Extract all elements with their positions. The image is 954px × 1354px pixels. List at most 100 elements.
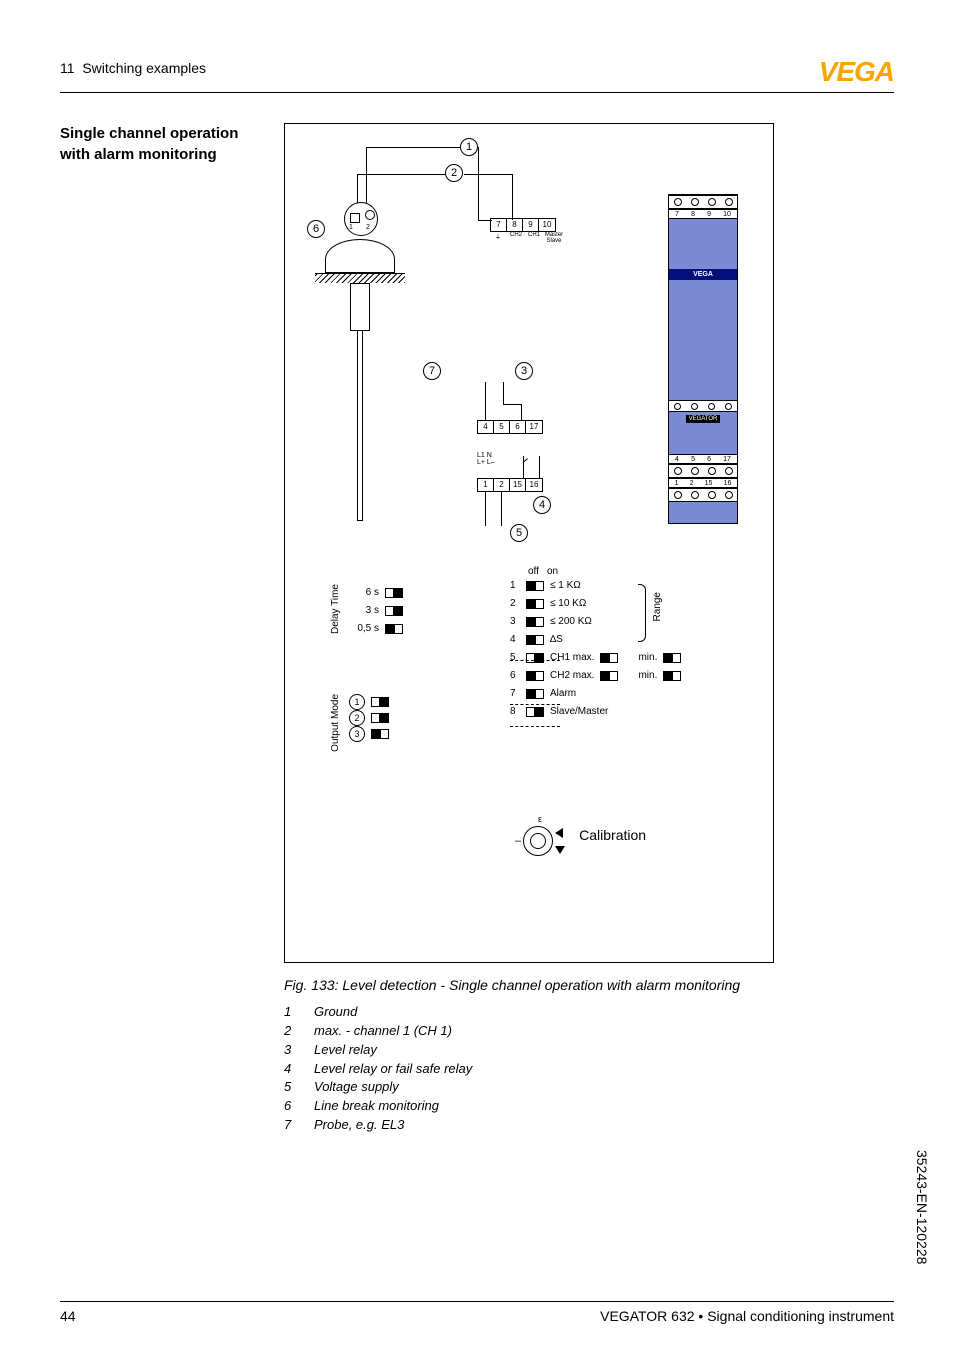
terminal-7: 7	[491, 219, 507, 231]
legend-number: 2	[284, 1022, 298, 1041]
callout-4: 4	[533, 496, 551, 514]
dip-row-number: 8	[510, 703, 520, 721]
dip-row: 1≤ 1 KΩ	[510, 577, 760, 595]
legend-number: 1	[284, 1003, 298, 1022]
figure-caption: Fig. 133: Level detection - Single chann…	[284, 977, 894, 993]
dip-min-label: min.	[638, 649, 657, 667]
dip-row: 6 CH2 max. min.	[510, 667, 760, 685]
output-mode-switch-icon	[371, 713, 389, 723]
terminal-block-bottom: 1 2 15 16	[477, 478, 543, 492]
legend-text: Level relay or fail safe relay	[314, 1060, 472, 1079]
output-mode-panel: Output Mode 123	[330, 694, 389, 752]
calibration-dial-icon	[523, 826, 553, 856]
dip-row-text: Slave/Master	[550, 703, 608, 721]
terminal-10: 10	[539, 219, 555, 231]
dip-row-text: ≤ 10 KΩ	[550, 595, 586, 613]
dip-row-number: 4	[510, 631, 520, 649]
dip-max-switch-icon	[600, 671, 618, 681]
dip-switch-icon	[526, 599, 544, 609]
page-number: 44	[60, 1308, 76, 1324]
legend-row: 7Probe, e.g. EL3	[284, 1116, 894, 1135]
footer-title: VEGATOR 632 • Signal conditioning instru…	[600, 1308, 894, 1324]
mod-term-10: 10	[723, 211, 731, 218]
mod-term-15: 15	[705, 480, 713, 487]
figure-column: 1 2 6 7 3 4 5 1 2 7 8	[284, 123, 894, 1135]
legend-row: 5Voltage supply	[284, 1078, 894, 1097]
dip-row-text: ≤ 1 KΩ	[550, 577, 581, 595]
delay-row-label: 6 s	[349, 584, 379, 602]
mod-term-16: 16	[724, 480, 732, 487]
dip-min-label: min.	[638, 667, 657, 685]
dip-row-number: 2	[510, 595, 520, 613]
delay-switch-icon	[385, 588, 403, 598]
terminal-6: 6	[510, 421, 526, 433]
legend-number: 7	[284, 1116, 298, 1135]
legend-number: 6	[284, 1097, 298, 1116]
output-mode-row: 2	[349, 710, 389, 726]
legend-row: 1 Ground	[284, 1003, 894, 1022]
dip-row-number: 7	[510, 685, 520, 703]
document-code: 35243-EN-120228	[914, 1150, 930, 1264]
dip-min-switch-icon	[663, 671, 681, 681]
dip-row: 7 Alarm	[510, 685, 760, 703]
dip-row-number: 6	[510, 667, 520, 685]
dip-switch-panel: off on 1≤ 1 KΩ2≤ 10 KΩ3≤ 200 KΩ4∆S5CH1 m…	[510, 566, 760, 721]
legend-row: 6Line break monitoring	[284, 1097, 894, 1116]
delay-switch-icon	[385, 606, 403, 616]
dip-row: 5CH1 max. min.	[510, 649, 760, 667]
dip-switch-icon	[526, 689, 544, 699]
output-mode-number: 3	[349, 726, 365, 742]
dip-switch-icon	[526, 581, 544, 591]
term-lbl-ms: Master Slave	[544, 232, 564, 244]
output-mode-switch-icon	[371, 697, 389, 707]
mod-term-6: 6	[707, 456, 711, 463]
legend-row: 3Level relay	[284, 1041, 894, 1060]
module-label: VEGATOR	[686, 415, 721, 423]
legend-text: Ground	[314, 1003, 357, 1022]
mod-term-2: 2	[690, 480, 694, 487]
chapter-number: 11	[60, 60, 75, 76]
calibration-label: Calibration	[579, 827, 646, 843]
mod-term-8: 8	[691, 211, 695, 218]
dip-header-off: off	[528, 566, 539, 577]
dip-row-text: Alarm	[550, 685, 576, 703]
mod-term-4: 4	[675, 456, 679, 463]
wiring-figure: 1 2 6 7 3 4 5 1 2 7 8	[284, 123, 774, 963]
dip-max-switch-icon	[600, 653, 618, 663]
ground-icon: ⏚	[490, 232, 506, 244]
mod-term-17: 17	[723, 456, 731, 463]
terminal-1: 1	[478, 479, 494, 491]
terminal-9: 9	[523, 219, 539, 231]
dip-row-text: ≤ 200 KΩ	[550, 613, 592, 631]
dip-row: 3≤ 200 KΩ	[510, 613, 760, 631]
page-footer: 44 VEGATOR 632 • Signal conditioning ins…	[60, 1301, 894, 1324]
callout-7: 7	[423, 362, 441, 380]
chapter-title: Switching examples	[82, 60, 206, 76]
legend-text: Voltage supply	[314, 1078, 399, 1097]
figure-legend: 1Ground2max. - channel 1 (CH 1)3Level re…	[284, 1003, 894, 1135]
calibration-panel: ε – Calibration	[515, 814, 646, 856]
output-mode-title: Output Mode	[330, 694, 341, 752]
dip-switch-icon	[526, 635, 544, 645]
dip-switch-icon	[526, 707, 544, 717]
delay-switch-icon	[385, 624, 403, 634]
controller-module: 7 8 9 10 VEGA VEGATOR 4 5	[668, 194, 738, 524]
dip-row: 2 ≤ 10 KΩ	[510, 595, 760, 613]
terminal-17: 17	[526, 421, 542, 433]
dip-row-text: CH2 max.	[550, 667, 594, 685]
terminal-5: 5	[494, 421, 510, 433]
terminal-4: 4	[478, 421, 494, 433]
output-mode-switch-icon	[371, 729, 389, 739]
range-label: Range	[652, 592, 663, 621]
dip-switch-icon	[526, 617, 544, 627]
terminal-block-mid: 4 5 6 17	[477, 420, 543, 434]
brand-logo: VEGA	[819, 56, 894, 88]
supply-lpm: L+ L–	[477, 459, 495, 466]
dip-switch-icon	[526, 653, 544, 663]
callout-2: 2	[445, 164, 463, 182]
legend-number: 4	[284, 1060, 298, 1079]
terminal-8: 8	[507, 219, 523, 231]
supply-ln: L1 N	[477, 452, 495, 459]
term-lbl-ch2: CH2	[508, 232, 524, 244]
page-header: 11 Switching examples VEGA	[60, 60, 894, 93]
